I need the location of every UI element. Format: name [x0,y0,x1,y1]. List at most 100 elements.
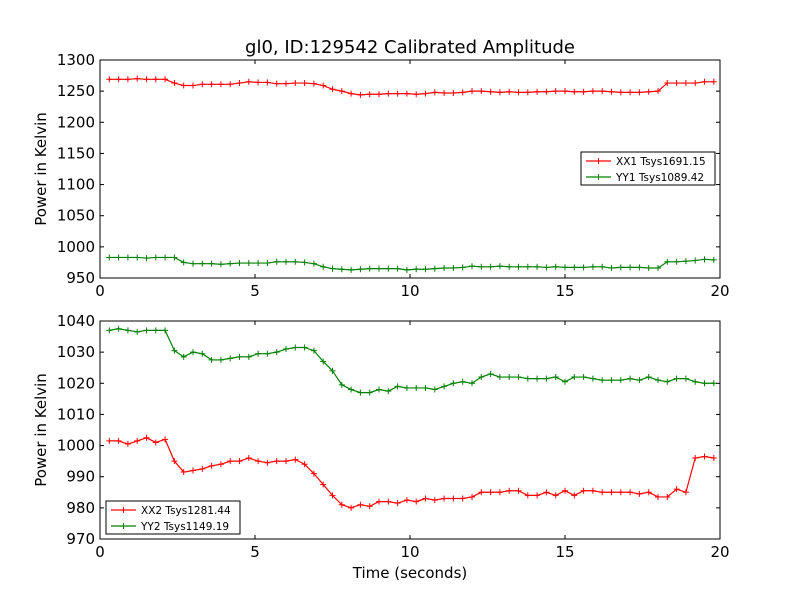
top-plot-series-2-point [180,259,187,266]
top-plot-series-1-point [682,80,689,87]
bottom-plot-series-2-point [571,374,578,381]
bottom-plot-series-1-point [227,458,234,465]
bottom-plot-x-tick-label: 0 [95,543,105,561]
bottom-plot-series-1-point [329,492,336,499]
top-plot-series-1-point [469,88,475,95]
bottom-plot-series-2-point [664,378,671,385]
top-plot-series-2-point [236,260,243,267]
bottom-plot-series-1-point [264,459,271,466]
top-plot-series-2-point [292,258,299,265]
top-plot-series-1-point [701,78,708,85]
top-plot-series-1-point [366,91,373,98]
bottom-plot-series-2-point [459,378,466,385]
top-plot-series-2-point [534,263,541,270]
top-plot-y-tick-label: 950 [66,269,95,287]
bottom-plot-series-2-point [217,356,224,363]
top-plot-series-1-point [394,90,401,97]
top-plot-series-1-point [190,82,196,89]
top-plot-series-2-point [301,259,308,266]
top-plot-series-1-point [617,89,624,96]
bottom-plot-series-1-point [152,439,159,446]
bottom-plot-series-2-point [264,350,271,357]
bottom-plot-series-2-point [627,375,634,382]
top-plot-series-2-point [357,266,364,273]
bottom-plot-series-2-point [199,350,206,357]
bottom-plot-series-2-point [227,355,234,362]
top-plot-series-1-point [524,89,531,96]
top-plot-series-1-point [580,88,587,95]
top-plot-series-2-point [217,261,224,268]
top-plot-series-2-point [562,264,568,271]
bottom-plot-series-1-point [543,489,550,496]
bottom-plot-series-1-point [431,497,438,504]
top-plot-series-2-point [682,258,689,265]
bottom-plot-series-2-point [543,375,550,382]
top-plot-series-1-point [506,88,513,95]
bottom-plot-series-1-point [292,456,299,463]
bottom-plot-series-1-point [701,453,708,460]
bottom-plot-series-1-point [301,461,308,468]
bottom-plot-series-1-point [627,489,634,496]
bottom-plot-series-2-point [608,377,615,384]
bottom-plot-series-2-point [208,356,215,363]
top-plot-series-2-point [692,257,699,264]
bottom-plot-series-2-point [580,374,587,381]
top-plot-series-1-point [673,80,680,87]
top-plot-series-1-point [413,91,420,98]
bottom-plot-series-2-point [180,353,187,360]
top-plot-series-1-point [301,80,308,87]
bottom-plot-series-1-point [115,437,122,444]
top-plot-series-2-point [366,265,373,272]
bottom-plot-series-1-point [682,489,689,496]
top-plot-series-1-point [534,88,541,95]
top-plot-legend-marker-2 [595,174,602,180]
bottom-plot-series-2-point [478,374,485,381]
top-plot-y-tick-label: 1000 [57,238,95,256]
top-plot-x-tick-label: 20 [710,282,729,300]
top-plot-series-2-point [255,260,262,267]
top-plot-series-1-point [283,80,289,87]
top-plot-series-1-point [376,91,382,98]
top-plot-series-1-point [227,81,234,88]
bottom-plot-series-1-point [124,441,131,448]
bottom-plot-series-2-point [645,374,652,381]
top-plot-x-tick-label: 5 [250,282,260,300]
bottom-plot-series-2-point [441,383,448,390]
top-plot-series-1-point [348,90,355,97]
top-plot-legend-box [580,151,716,186]
bottom-plot-series-1-point [208,462,215,469]
bottom-plot-series-2-point [487,370,494,377]
top-plot-series-1-point [385,90,392,97]
top-plot-series-2-point [124,254,131,261]
top-plot-series-2-point [348,266,355,273]
top-plot-series-1-point [171,80,178,87]
top-plot-series-2-point [645,265,652,272]
top-plot-series-2-point [710,256,717,263]
top-plot-series-1-point [320,82,327,89]
bottom-plot-series-1-point [190,467,196,474]
bottom-plot-series-1-point [710,455,717,462]
top-plot-series-2-point [655,265,661,272]
bottom-plot-series-2-point [422,384,429,391]
bottom-plot-series-2-point [236,353,243,360]
top-plot-series-2-point [580,264,587,271]
bottom-plot-series-1-point [348,504,355,511]
top-plot-series-2-point [636,264,643,271]
bottom-plot-series-1-point [143,434,150,441]
top-plot-series-1-point [636,89,643,96]
bottom-plot-series-2-point [338,381,345,388]
top-plot-series-1-point [664,80,671,87]
top-plot-series-2-point [227,260,234,267]
top-plot-series-1-point [608,88,615,95]
bottom-plot-series-2-point [524,375,531,382]
bottom-plot-series-1-point [664,493,671,500]
bottom-plot-legend-label-2: YY2 Tsys1149.19 [140,521,229,533]
bottom-plot-series-2-point [636,377,643,384]
top-plot-series-1-point [589,88,596,95]
bottom-plot-series-2-point [506,374,513,381]
bottom-plot-series-2-point [562,378,568,385]
bottom-plot-series-1-point [589,487,596,494]
bottom-plot-series-2-point [283,346,289,353]
top-plot-series-1-point [162,76,169,83]
